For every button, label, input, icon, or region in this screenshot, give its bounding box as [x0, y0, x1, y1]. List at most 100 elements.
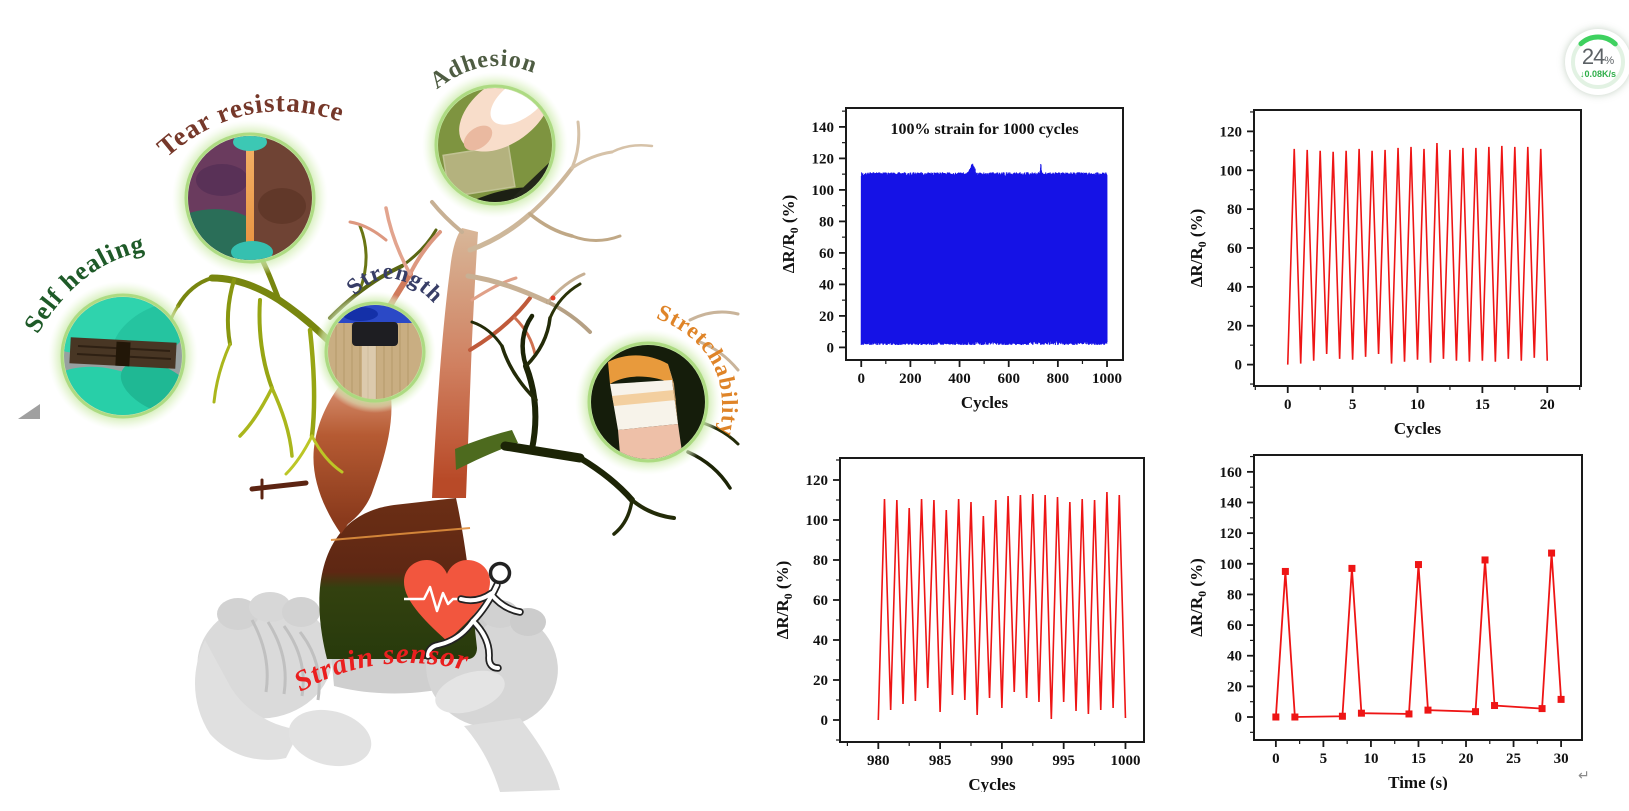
y-tick-label: 120 [806, 473, 829, 489]
y-tick-label: 140 [1220, 496, 1243, 512]
y-tick-label: 20 [813, 673, 828, 689]
chart-title: 100% strain for 1000 cycles [890, 121, 1078, 138]
data-point-marker [1472, 708, 1480, 716]
y-tick-label: 120 [812, 151, 835, 167]
plot-frame [1253, 454, 1583, 741]
plot-svg: 0 5 10 15 20 0 20 40 60 80 100 120 Cycles ΔR/R0 (%) [1187, 109, 1582, 438]
data-point-marker [1557, 695, 1565, 703]
chart-first-20-cycles: 0 5 10 15 20 0 20 40 60 80 100 120 Cycles ΔR/R0 (%) [1166, 88, 1590, 445]
y-tick-label: 40 [819, 277, 834, 293]
node-adhesion [422, 72, 568, 218]
plot-frame [1253, 109, 1582, 387]
data-point-marker [1338, 712, 1346, 720]
data-point-marker [1481, 556, 1489, 564]
data-point-marker [1272, 713, 1280, 721]
x-tick-label: 10 [1363, 751, 1378, 767]
data-point-marker [1291, 713, 1299, 721]
data-point-marker [1414, 561, 1422, 569]
chart-durability-1000-cycles: 0 200 400 600 800 1000 0 20 40 60 80 100 120 140 Cycle… [758, 90, 1143, 445]
paragraph-mark: ↵ [1578, 768, 1590, 784]
data-point-marker [1405, 710, 1413, 718]
x-tick-label: 995 [1052, 753, 1075, 769]
series-line [860, 163, 1108, 346]
x-tick-label: 20 [1459, 751, 1474, 767]
runner-icon [424, 561, 524, 672]
x-tick-label: 10 [1410, 397, 1425, 413]
x-tick-label: 400 [948, 371, 971, 387]
x-axis-label: Cycles [968, 775, 1016, 792]
y-tick-label: 20 [1227, 319, 1242, 335]
data-point-marker [1424, 706, 1432, 714]
y-tick-label: 0 [821, 713, 829, 729]
y-tick-label: 20 [819, 309, 834, 325]
y-tick-label: 120 [1220, 124, 1243, 140]
y-tick-label: 40 [1227, 649, 1242, 665]
data-point-marker [1348, 564, 1356, 572]
y-axis-label: ΔR/R0 (%) [779, 195, 801, 274]
x-tick-label: 985 [929, 753, 952, 769]
x-tick-label: 0 [1284, 397, 1292, 413]
y-tick-label: 0 [827, 340, 835, 356]
x-tick-label: 990 [991, 753, 1014, 769]
plot-frame [845, 107, 1124, 361]
y-tick-label: 60 [1227, 241, 1242, 257]
y-tick-label: 40 [813, 633, 828, 649]
plot-svg: 0 5 10 15 20 25 30 0 20 40 60 80 100 120 140 160 Time (s… [1187, 454, 1583, 792]
x-axis-label: Time (s) [1388, 773, 1448, 790]
y-tick-label: 120 [1220, 526, 1243, 542]
plot-svg: 0 200 400 600 800 1000 0 20 40 60 80 100 120 140 Cycle… [779, 107, 1124, 412]
plot-frame [839, 457, 1145, 743]
x-tick-label: 20 [1540, 397, 1555, 413]
x-axis-label: Cycles [1394, 419, 1442, 438]
y-tick-label: 100 [1220, 163, 1243, 179]
graphical-abstract-tree: Tear resistance Adhesion Self healing St… [18, 46, 741, 792]
x-tick-label: 800 [1047, 371, 1070, 387]
x-tick-label: 5 [1349, 397, 1357, 413]
y-axis-label: ΔR/R0 (%) [1187, 558, 1209, 637]
x-tick-label: 25 [1506, 751, 1521, 767]
system-monitor-widget[interactable]: 24% ↓0.08K/s [1565, 29, 1629, 95]
data-point-marker [1538, 705, 1546, 713]
y-tick-label: 80 [819, 214, 834, 230]
y-axis-label: ΔR/R0 (%) [1187, 209, 1209, 288]
x-tick-label: 0 [1272, 751, 1280, 767]
tree-trunk [249, 228, 518, 659]
x-tick-label: 5 [1320, 751, 1328, 767]
plot-svg: 980 985 990 995 1000 0 20 40 60 80 100 120 Cycles ΔR/… [773, 457, 1145, 794]
x-tick-label: 15 [1475, 397, 1490, 413]
heart-ecg-icon [404, 560, 490, 641]
data-point-marker [1548, 549, 1556, 557]
data-point-marker [1357, 709, 1365, 717]
y-tick-label: 0 [1235, 358, 1243, 374]
y-tick-label: 20 [1227, 679, 1242, 695]
progress-ring [1570, 34, 1626, 90]
node-tear-resistance [172, 120, 328, 276]
y-tick-label: 100 [1220, 557, 1243, 573]
y-tick-label: 100 [806, 513, 829, 529]
x-axis-label: Cycles [961, 393, 1009, 412]
y-tick-label: 0 [1235, 710, 1243, 726]
x-tick-label: 15 [1411, 751, 1426, 767]
x-tick-label: 0 [857, 371, 865, 387]
series-line [1286, 143, 1549, 365]
x-tick-label: 600 [997, 371, 1020, 387]
network-speed-value: ↓0.08K/s [1579, 68, 1617, 79]
memory-percent-value: 24% [1581, 43, 1615, 69]
x-tick-label: 1000 [1092, 371, 1122, 387]
y-tick-label: 60 [813, 593, 828, 609]
node-strength [314, 291, 436, 413]
y-axis-label: ΔR/R0 (%) [773, 561, 795, 640]
chart-response-vs-time: 0 5 10 15 20 25 30 0 20 40 60 80 100 120 140 160 Time (s… [1166, 430, 1590, 795]
y-tick-label: 80 [1227, 202, 1242, 218]
y-tick-label: 160 [1220, 465, 1243, 481]
y-tick-label: 60 [1227, 618, 1242, 634]
y-tick-label: 40 [1227, 280, 1242, 296]
series-line [877, 491, 1127, 721]
y-tick-label: 80 [813, 553, 828, 569]
x-tick-label: 1000 [1110, 753, 1140, 769]
x-tick-label: 30 [1554, 751, 1569, 767]
y-tick-label: 80 [1227, 587, 1242, 603]
data-point-marker [1281, 567, 1289, 575]
y-tick-label: 140 [812, 120, 835, 136]
